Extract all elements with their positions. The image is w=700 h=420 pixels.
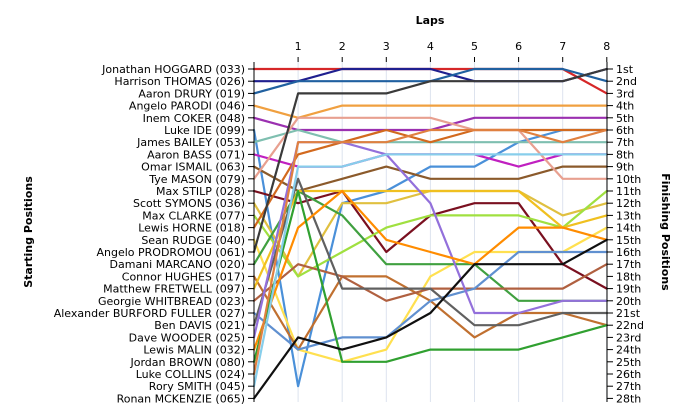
finishing-position-label: 16th bbox=[616, 246, 641, 259]
starting-position-label: Luke COLLINS (024) bbox=[136, 368, 245, 381]
finishing-position-label: 19th bbox=[616, 283, 641, 296]
finishing-position-label: 2nd bbox=[616, 75, 637, 88]
x-tick-label: 4 bbox=[427, 40, 434, 53]
finishing-position-label: 26th bbox=[616, 368, 641, 381]
series-line-14 bbox=[252, 128, 608, 229]
series-line-16 bbox=[252, 67, 608, 254]
axes bbox=[253, 62, 608, 402]
series-line-27 bbox=[252, 153, 608, 388]
tick-labels: 1 2 3 4 5 6 7 8 Jonathan HOGGARD (033)Harrison T… bbox=[54, 40, 644, 405]
starting-position-label: Angelo PRODROMOU (061) bbox=[96, 246, 245, 259]
starting-position-label: Ben DAVIS (021) bbox=[154, 319, 245, 332]
starting-position-label: Georgie WHITBREAD (023) bbox=[98, 295, 245, 308]
starting-position-label: Omar ISMAIL (063) bbox=[141, 161, 245, 174]
x-tick-label: 2 bbox=[339, 40, 346, 53]
series-line-26 bbox=[252, 128, 608, 376]
y-axis-title-left: Starting Positions bbox=[22, 176, 35, 288]
finishing-position-label: 15th bbox=[616, 234, 641, 247]
finishing-position-label: 28th bbox=[616, 392, 641, 405]
series-line-17 bbox=[252, 189, 608, 302]
starting-position-label: Connor HUGHES (017) bbox=[122, 270, 245, 283]
series-line-28 bbox=[252, 238, 608, 400]
x-tick-label: 7 bbox=[559, 40, 566, 53]
finishing-position-label: 9th bbox=[616, 161, 634, 174]
finishing-position-label: 1st bbox=[616, 63, 634, 76]
starting-position-label: Angelo PARODI (046) bbox=[129, 100, 245, 113]
starting-position-label: Ronan MCKENZIE (065) bbox=[117, 392, 245, 405]
series-line-9 bbox=[252, 165, 608, 193]
starting-position-label: Harrison THOMAS (026) bbox=[114, 75, 245, 88]
y-axis-title-right: Finishing Positions bbox=[659, 173, 672, 291]
starting-position-label: Dave WOODER (025) bbox=[129, 331, 245, 344]
finishing-position-label: 8th bbox=[616, 148, 634, 161]
x-tick-label: 6 bbox=[515, 40, 522, 53]
series-line-25 bbox=[252, 189, 608, 363]
starting-position-label: Max CLARKE (077) bbox=[142, 209, 245, 222]
starting-position-label: Jordan BROWN (080) bbox=[129, 356, 245, 369]
finishing-position-label: 17th bbox=[616, 258, 641, 271]
finishing-position-label: 22nd bbox=[616, 319, 644, 332]
starting-position-label: James BAILEY (053) bbox=[136, 136, 245, 149]
x-tick-label: 5 bbox=[471, 40, 478, 53]
starting-position-label: Lewis MALIN (032) bbox=[143, 344, 245, 357]
finishing-position-label: 13th bbox=[616, 209, 641, 222]
series-line-10 bbox=[252, 116, 608, 180]
starting-position-label: Max STILP (028) bbox=[156, 185, 245, 198]
finishing-position-label: 4th bbox=[616, 100, 634, 113]
finishing-position-label: 6th bbox=[616, 124, 634, 137]
starting-position-label: Jonathan HOGGARD (033) bbox=[101, 63, 245, 76]
finishing-position-label: 7th bbox=[616, 136, 634, 149]
x-tick-label: 8 bbox=[603, 40, 610, 53]
starting-position-label: Aaron BASS (071) bbox=[147, 148, 245, 161]
finishing-position-label: 23rd bbox=[616, 331, 641, 344]
series-line-24 bbox=[252, 189, 608, 351]
starting-position-label: Tye MASON (079) bbox=[148, 173, 245, 186]
x-tick-label: 1 bbox=[295, 40, 302, 53]
series-line-4 bbox=[252, 104, 608, 119]
x-tick-label: 3 bbox=[383, 40, 390, 53]
finishing-position-label: 14th bbox=[616, 222, 641, 235]
series-line-21 bbox=[252, 250, 608, 351]
finishing-position-label: 20th bbox=[616, 295, 641, 308]
finishing-position-label: 21st bbox=[616, 307, 641, 320]
finishing-position-label: 27th bbox=[616, 380, 641, 393]
starting-position-label: Scott SYMONS (036) bbox=[133, 197, 245, 210]
starting-position-label: Sean RUDGE (040) bbox=[141, 234, 245, 247]
finishing-position-label: 5th bbox=[616, 112, 634, 125]
starting-position-label: Alexander BURFORD FULLER (027) bbox=[54, 307, 245, 320]
starting-position-label: Inem COKER (048) bbox=[143, 112, 245, 125]
finishing-position-label: 10th bbox=[616, 173, 641, 186]
finishing-position-label: 3rd bbox=[616, 87, 634, 100]
finishing-position-label: 25th bbox=[616, 356, 641, 369]
x-axis-title: Laps bbox=[416, 14, 445, 27]
starting-position-label: Rory SMITH (045) bbox=[149, 380, 245, 393]
starting-position-label: Matthew FRETWELL (097) bbox=[103, 283, 245, 296]
starting-position-label: Lewis HORNE (018) bbox=[138, 222, 245, 235]
finishing-position-label: 11th bbox=[616, 185, 641, 198]
starting-position-label: Aaron DRURY (019) bbox=[138, 87, 245, 100]
starting-position-label: Luke IDE (099) bbox=[164, 124, 245, 137]
series-line-19 bbox=[252, 189, 608, 290]
finishing-position-label: 18th bbox=[616, 270, 641, 283]
series-lines bbox=[252, 67, 608, 400]
finishing-position-label: 12th bbox=[616, 197, 641, 210]
starting-position-label: Damani MARCANO (020) bbox=[110, 258, 245, 271]
finishing-position-label: 24th bbox=[616, 344, 641, 357]
